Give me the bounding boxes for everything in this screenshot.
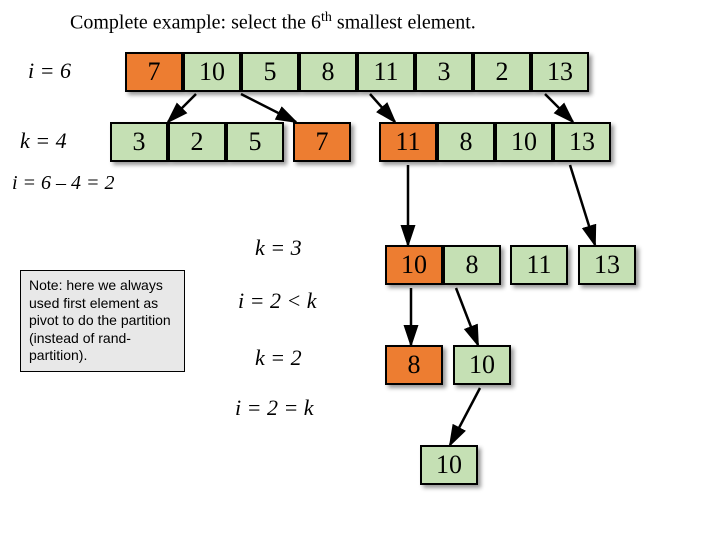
row3-cell-0: 10 [385,245,443,285]
arrow-0 [168,94,196,122]
title-suffix: smallest element. [332,12,476,34]
label-i2ltk: i = 2 < k [238,288,317,314]
arrow-2 [370,94,395,122]
title-sup: th [321,10,332,25]
label-i642: i = 6 – 4 = 2 [12,172,115,195]
row1-cell-0: 7 [125,52,183,92]
arrow-1 [241,94,296,122]
row4-cell-0: 8 [385,345,443,385]
row3-cell-3: 13 [578,245,636,285]
row3-cell-1: 8 [443,245,501,285]
label-i2eqk: i = 2 = k [235,395,314,421]
row2b-cell-2: 10 [495,122,553,162]
label-k3: k = 3 [255,235,302,261]
row1-cell-5: 3 [415,52,473,92]
note-box: Note: here we always used first element … [20,270,185,372]
arrow-7 [456,288,478,345]
row2a-cell-0: 3 [110,122,168,162]
row1-cell-3: 8 [299,52,357,92]
arrow-8 [450,388,480,445]
label-k4: k = 4 [20,128,67,154]
arrow-5 [570,165,595,245]
row5-cell-0: 10 [420,445,478,485]
row2a-cell-3: 7 [293,122,351,162]
arrow-3 [545,94,573,122]
row4-cell-1: 10 [453,345,511,385]
row1-cell-6: 2 [473,52,531,92]
label-i6: i = 6 [28,58,71,84]
row2b-cell-1: 8 [437,122,495,162]
row3-cell-2: 11 [510,245,568,285]
row1-cell-2: 5 [241,52,299,92]
row1-cell-4: 11 [357,52,415,92]
row1-cell-7: 13 [531,52,589,92]
label-k2: k = 2 [255,345,302,371]
page-title: Complete example: select the 6th smalles… [70,10,476,35]
title-prefix: Complete example: select the 6 [70,12,321,34]
row2a-cell-2: 5 [226,122,284,162]
row1-cell-1: 10 [183,52,241,92]
row2a-cell-1: 2 [168,122,226,162]
row2b-cell-3: 13 [553,122,611,162]
row2b-cell-0: 11 [379,122,437,162]
